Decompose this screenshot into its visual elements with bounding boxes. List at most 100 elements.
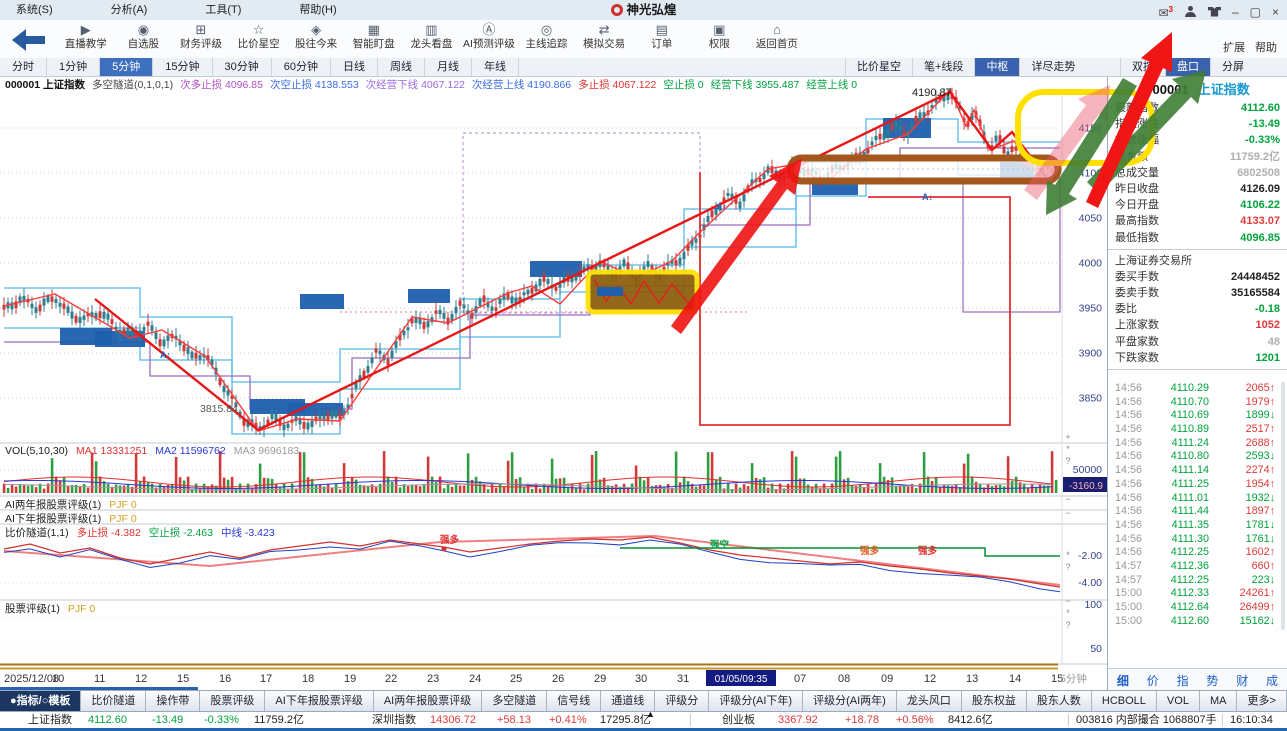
period-tab[interactable]: 年线 [472, 58, 519, 76]
period-tab[interactable]: 15分钟 [153, 58, 213, 76]
view-mode-tab[interactable]: 详尽走势 [1019, 58, 1086, 76]
indicator-tab[interactable]: VOL [1156, 691, 1200, 711]
toolbar-stars-button[interactable]: ☆ 比价星空 [230, 22, 288, 51]
view-mode-tab[interactable]: 中枢 [974, 58, 1020, 76]
toolbar-finance-button[interactable]: ⊞ 财务评级 [172, 22, 230, 51]
chart-indicator-value: 次经营下线 4067.122 [365, 79, 465, 91]
indicator-tab[interactable]: 多空隧道 [482, 691, 548, 711]
panel-mode-tab[interactable]: 盘口 [1165, 58, 1210, 76]
toolbar-monitor-button[interactable]: ▦ 智能盯盘 [345, 22, 403, 51]
indicator-header-text: MA3 9696183 [233, 445, 300, 457]
tick-list[interactable]: 14:56 4110.29 2065↑ 14:56 4110.70 1979↑ 14:56 4… [1115, 382, 1275, 628]
menu-item[interactable]: 分析(A) [110, 4, 148, 16]
mail-icon[interactable]: ✉3 [1158, 5, 1173, 20]
indicator-tab[interactable]: HCBOLL [1091, 691, 1157, 711]
theme-icon[interactable] [1207, 6, 1221, 17]
indicator-tab[interactable]: ●指标/○模板 [0, 691, 82, 711]
indicator-header-text: PJF 0 [109, 499, 137, 511]
stock-name: 上证指数 [1197, 82, 1250, 97]
tick-row: 15:00 4112.33 24261↑ [1115, 587, 1275, 600]
menu-item[interactable]: 帮助(H) [299, 4, 337, 16]
toolbar-target-button[interactable]: ◎ 主线追踪 [518, 22, 576, 51]
indicator-header-text: MA2 11596762 [155, 445, 226, 457]
quote-tab-指[interactable]: 指 [1176, 673, 1189, 688]
toolbar: ▶ 直播教学 ◉ 自选股 ⊞ 财务评级 ☆ 比价星空 ◈ 股往今来 ▦ 智能盯盘 ▥ 龙头看盘 Ⓐ AI预测评… [0, 20, 1287, 59]
quote-row: 平盘家数 48 [1115, 335, 1280, 348]
period-tab[interactable]: 5分钟 [100, 58, 154, 76]
status-item: 4112.60 [88, 714, 127, 726]
menu-item[interactable]: 工具(T) [205, 4, 242, 16]
chart-indicator-value: 经营下线 3955.487 [710, 79, 800, 91]
quote-tab-财[interactable]: 财 [1236, 673, 1249, 688]
ai2-indicator-header: AI两年报股票评级(1) PJF 0 [5, 497, 145, 512]
svg-text:*: * [1066, 608, 1070, 618]
period-tab[interactable]: 周线 [378, 58, 425, 76]
svg-text:31: 31 [677, 673, 689, 685]
toolbar-label: 返回首页 [755, 38, 798, 50]
status-item: 上证指数 [28, 714, 72, 726]
svg-text:3815.84: 3815.84 [200, 403, 238, 415]
toolbar-label: 股往今来 [295, 38, 338, 50]
chart-indicator-name: 多空隧道(0,1,0,1) [91, 79, 174, 91]
user-icon[interactable] [1184, 5, 1197, 18]
indicator-tab[interactable]: 股票评级 [200, 691, 266, 711]
indicator-tab[interactable]: 通道线 [601, 691, 656, 711]
indicator-tab[interactable]: 信号线 [547, 691, 602, 711]
price-chart[interactable]: 4150 4100 4050 4000 3950 3900 3850 A↑ A↑ A↓ 4190.8… [0, 76, 1107, 690]
view-mode-tab[interactable]: 比价星空 [845, 58, 912, 76]
tick-row: 14:56 4110.89 2517↑ [1115, 423, 1275, 436]
indicator-tab[interactable]: 评级分 [655, 691, 710, 711]
chart-indicator-value: 次空止损 4138.553 [269, 79, 359, 91]
indicator-tab[interactable]: MA [1199, 691, 1238, 711]
indicator-header-text: AI两年报股票评级(1) [5, 499, 102, 511]
indicator-tab[interactable]: 龙头风口 [896, 691, 962, 711]
period-tab[interactable]: 分时 [0, 58, 47, 76]
toolbar-cube-button[interactable]: ◈ 股往今来 [287, 22, 345, 51]
toolbar-watchlist-button[interactable]: ◉ 自选股 [115, 22, 173, 51]
period-tab[interactable]: 60分钟 [272, 58, 331, 76]
period-tab[interactable]: 月线 [425, 58, 472, 76]
close-button[interactable]: × [1271, 4, 1279, 19]
panel-mode-tab[interactable]: 分屏 [1210, 58, 1255, 76]
chart-indicator-value: 次多止损 4096.85 [180, 79, 263, 91]
view-mode-tab[interactable]: 笔+线段 [912, 58, 974, 76]
quote-tab-价[interactable]: 价 [1146, 673, 1159, 688]
indicator-header-text: MA1 13331251 [76, 445, 148, 457]
indicator-tab[interactable]: 评级分(AI两年) [803, 691, 897, 711]
quote-tab-细[interactable]: 细 [1116, 673, 1129, 688]
indicator-header-text: 空止损 -2.463 [148, 527, 213, 539]
svg-text:24: 24 [469, 673, 481, 685]
quote-tab-成[interactable]: 成 [1266, 673, 1279, 688]
toolbar-ai-button[interactable]: Ⓐ AI预测评级 [460, 22, 518, 51]
period-tab[interactable]: 30分钟 [213, 58, 272, 76]
period-tab[interactable]: 1分钟 [47, 58, 101, 76]
indicator-tab[interactable]: AI两年报股票评级 [373, 691, 483, 711]
quote-tab-势[interactable]: 势 [1206, 673, 1219, 688]
indicator-tab[interactable]: 评级分(AI下年) [709, 691, 804, 711]
period-tab[interactable]: 日线 [331, 58, 378, 76]
panel-mode-tab[interactable]: 双控 [1120, 58, 1165, 76]
quote-row: 今日开盘 4106.22 [1115, 199, 1280, 212]
toolbar-shield-button[interactable]: ▣ 权限 [691, 22, 749, 51]
indicator-tab[interactable]: 比价隧道 [81, 691, 147, 711]
toolbar-label: 自选股 [127, 38, 160, 50]
back-button[interactable] [12, 28, 46, 52]
tick-scrollbar[interactable] [1281, 382, 1285, 630]
toolbar-play-button[interactable]: ▶ 直播教学 [57, 22, 115, 51]
menu-item[interactable]: 系统(S) [16, 4, 53, 16]
toolbar-order-button[interactable]: ▤ 订单 [633, 22, 691, 51]
toolbar-trade-button[interactable]: ⇄ 模拟交易 [575, 22, 633, 51]
indicator-tab[interactable]: 股东权益 [961, 691, 1027, 711]
indicator-tab[interactable]: 股东人数 [1026, 691, 1092, 711]
indicator-tab[interactable]: AI下年报股票评级 [265, 691, 374, 711]
svg-text:-3160.9: -3160.9 [1069, 481, 1103, 492]
toolbar-dragon-button[interactable]: ▥ 龙头看盘 [403, 22, 461, 51]
expand-link[interactable]: 扩展 [1223, 42, 1245, 54]
toolbar-home-button[interactable]: ⌂ 返回首页 [748, 22, 806, 51]
restore-button[interactable]: ▢ [1249, 4, 1261, 19]
help-link[interactable]: 帮助 [1255, 42, 1277, 54]
indicator-tab[interactable]: 操作带 [146, 691, 201, 711]
svg-text:A↓: A↓ [922, 192, 933, 202]
minimize-button[interactable]: – [1231, 4, 1239, 19]
indicator-tab[interactable]: 更多> [1237, 691, 1287, 711]
